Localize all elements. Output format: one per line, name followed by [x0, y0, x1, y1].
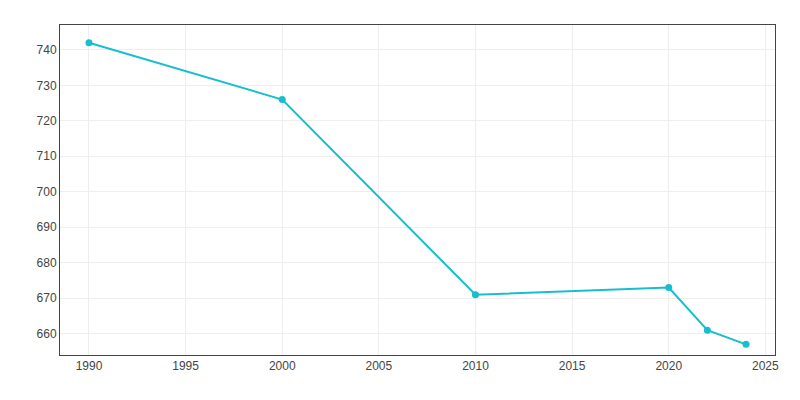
svg-text:2015: 2015 [559, 359, 586, 373]
svg-text:720: 720 [37, 114, 57, 128]
svg-text:660: 660 [37, 327, 57, 341]
svg-text:1990: 1990 [76, 359, 103, 373]
svg-text:690: 690 [37, 220, 57, 234]
svg-text:680: 680 [37, 256, 57, 270]
svg-text:730: 730 [37, 79, 57, 93]
svg-text:1995: 1995 [172, 359, 199, 373]
svg-text:2005: 2005 [365, 359, 392, 373]
svg-text:2025: 2025 [752, 359, 779, 373]
svg-text:670: 670 [37, 291, 57, 305]
svg-text:710: 710 [37, 149, 57, 163]
svg-text:2000: 2000 [269, 359, 296, 373]
svg-text:740: 740 [37, 43, 57, 57]
svg-text:700: 700 [37, 185, 57, 199]
svg-text:2020: 2020 [655, 359, 682, 373]
svg-text:2010: 2010 [462, 359, 489, 373]
